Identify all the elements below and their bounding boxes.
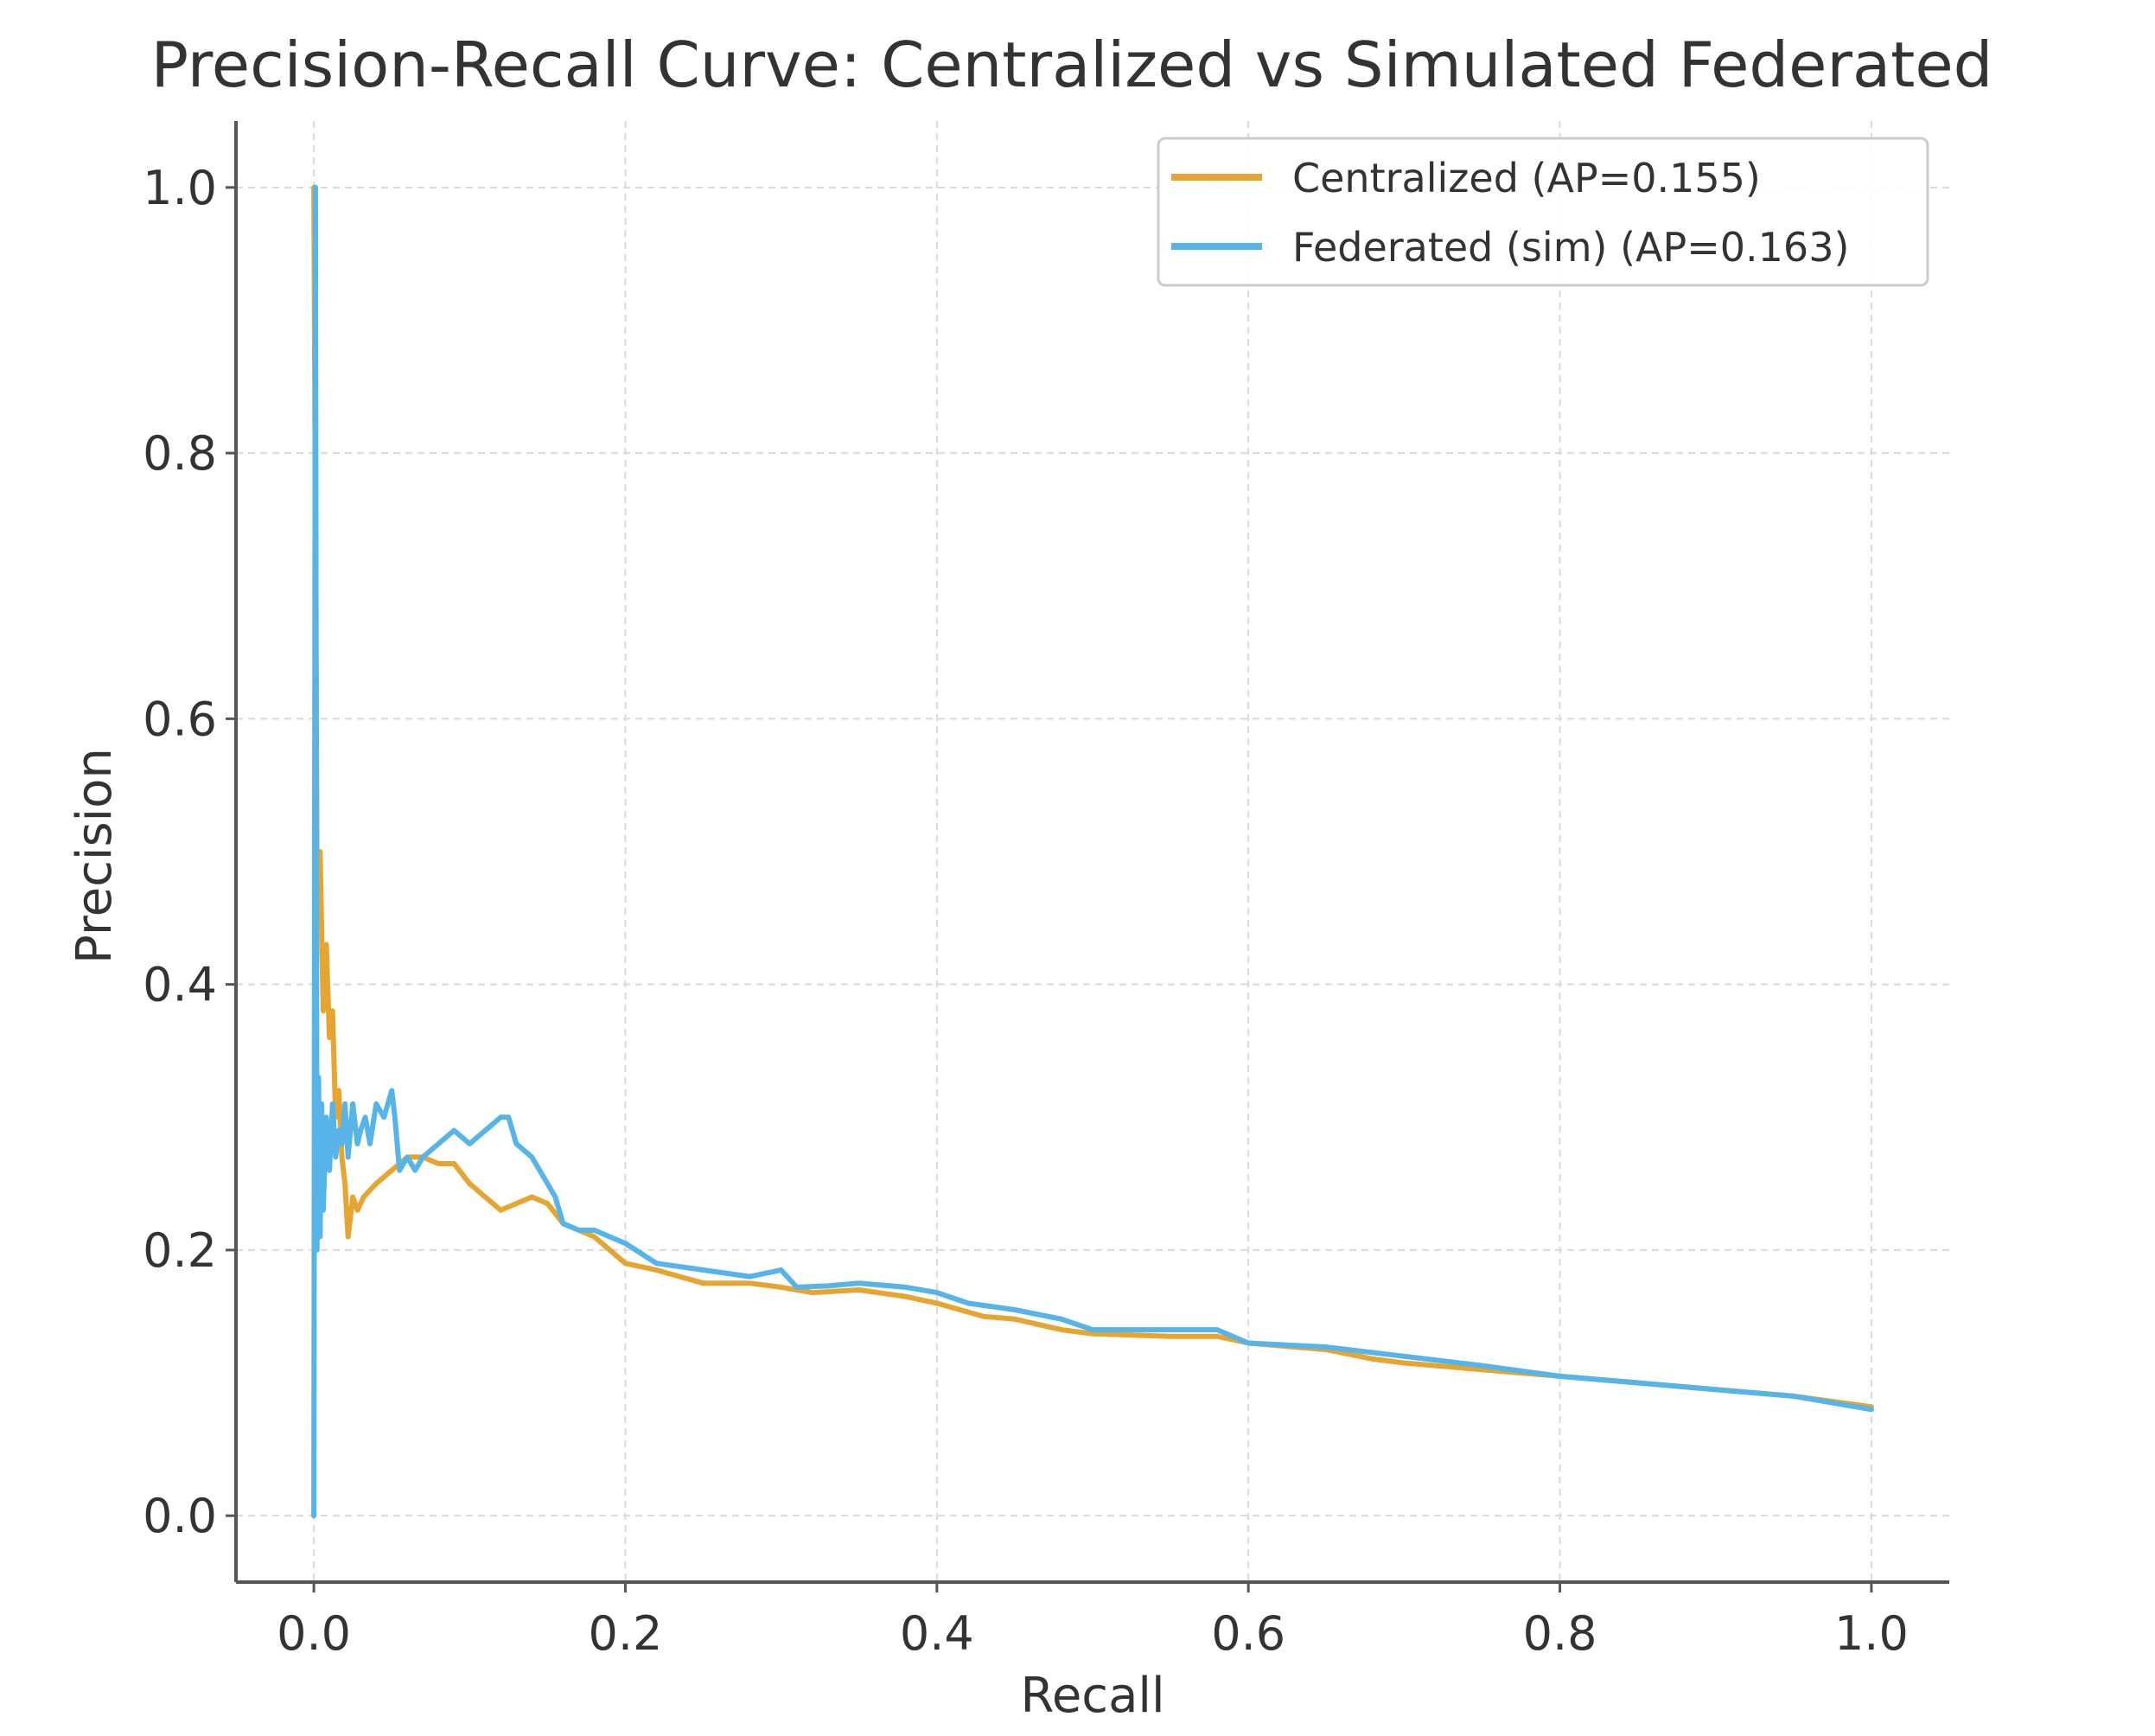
x-tick-label: 0.6 xyxy=(1211,1606,1285,1661)
legend: Centralized (AP=0.155) Federated (sim) (… xyxy=(1157,137,1929,287)
tick-layer: 0.0 0.2 0.4 0.6 0.8 1.0 0.0 0.2 0.4 0.6 0.8 1.0 xyxy=(143,161,1909,1661)
x-tick-label: 0.2 xyxy=(589,1606,663,1661)
grid-layer xyxy=(236,121,1949,1582)
y-tick-label: 0.6 xyxy=(143,692,217,746)
y-axis-label: Precision xyxy=(67,748,123,964)
x-axis-label: Recall xyxy=(1020,1668,1164,1724)
legend-box xyxy=(1157,137,1929,287)
axes-layer xyxy=(234,121,1949,1584)
legend-label-federated: Federated (sim) (AP=0.163) xyxy=(1292,224,1849,271)
x-tick-label: 0.8 xyxy=(1523,1606,1597,1661)
x-tick-label: 0.4 xyxy=(900,1606,974,1661)
y-tick-label: 0.2 xyxy=(143,1223,217,1278)
y-tick-label: 0.8 xyxy=(143,426,217,481)
y-tick-label: 0.4 xyxy=(143,958,217,1012)
y-tick-label: 0.0 xyxy=(143,1489,217,1543)
y-tick-label: 1.0 xyxy=(143,161,217,215)
federated-series-line xyxy=(311,184,1874,1519)
series-layer xyxy=(311,184,1874,1519)
x-tick-label: 1.0 xyxy=(1834,1606,1909,1661)
legend-label-centralized: Centralized (AP=0.155) xyxy=(1292,155,1761,201)
centralized-series-line xyxy=(311,184,1874,1410)
x-tick-label: 0.0 xyxy=(277,1606,351,1661)
chart-title: Precision-Recall Curve: Centralized vs S… xyxy=(151,29,1993,101)
